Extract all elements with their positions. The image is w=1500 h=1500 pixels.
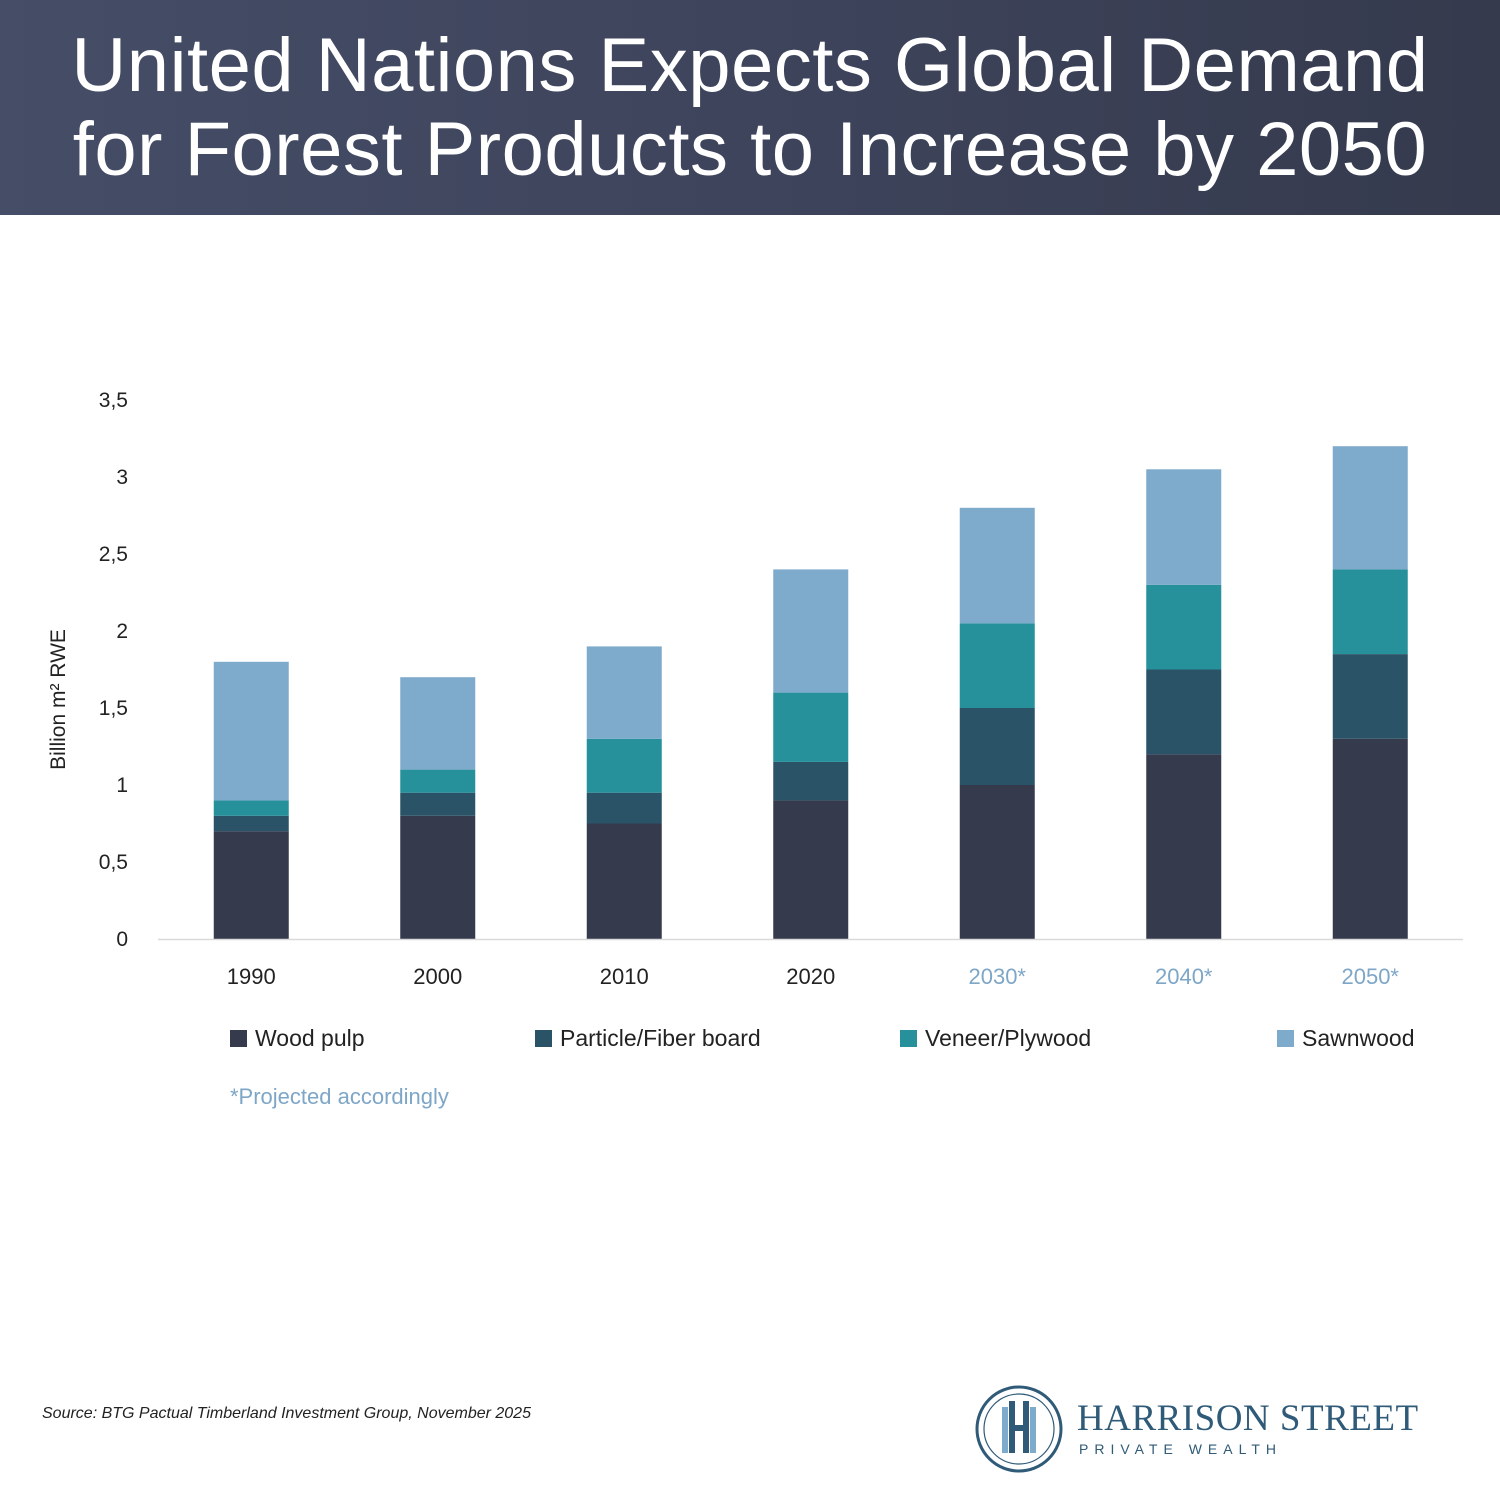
bar-segment-particle-fiber-board-2020 — [773, 761, 849, 801]
projection-note: *Projected accordingly — [230, 1084, 449, 1109]
y-tick-label: 2,5 — [99, 543, 128, 566]
bar-segment-sawnwood-2000 — [400, 677, 476, 770]
bar-segment-wood-pulp-2010 — [586, 823, 662, 939]
bar-segment-wood-pulp-2030 — [959, 785, 1035, 939]
bar-segment-sawnwood-2030 — [959, 507, 1035, 624]
bar-segment-wood-pulp-2000 — [400, 815, 476, 939]
legend-label: Particle/Fiber board — [560, 1025, 761, 1051]
logo-subtitle: PRIVATE WEALTH — [1079, 1441, 1283, 1457]
bar-segment-veneer-plywood-2000 — [400, 769, 476, 793]
bar-segment-sawnwood-2050 — [1332, 446, 1408, 570]
logo-emblem-icon — [975, 1385, 1063, 1473]
bar-segment-wood-pulp-1990 — [213, 831, 289, 939]
y-tick-label: 1 — [116, 774, 128, 797]
bar-segment-veneer-plywood-2020 — [773, 692, 849, 762]
legend-item: Veneer/Plywood — [900, 1025, 1091, 1052]
legend-item: Sawnwood — [1277, 1025, 1415, 1052]
bar-segment-wood-pulp-2020 — [773, 800, 849, 939]
bar-segment-particle-fiber-board-2010 — [586, 792, 662, 824]
y-tick-label: 0,5 — [99, 851, 128, 874]
x-tick-label: 2050* — [1341, 964, 1399, 989]
legend-label: Wood pulp — [255, 1025, 365, 1051]
x-tick-label: 2040* — [1155, 964, 1213, 989]
bar-segment-particle-fiber-board-2000 — [400, 792, 476, 816]
stacked-bar-chart: 0 0,5 1 1,5 2 2,5 3 3,5 Billion m² RWE 1990 2000 20… — [47, 389, 1463, 989]
y-tick-label: 3 — [116, 466, 128, 489]
bar-segment-particle-fiber-board-2040 — [1146, 669, 1222, 755]
header-banner: United Nations Expects Global Demand for… — [0, 0, 1500, 215]
bar-segment-veneer-plywood-1990 — [213, 800, 289, 816]
legend-swatch — [230, 1030, 247, 1047]
page-title-line-2: for Forest Products to Increase by 2050 — [72, 106, 1428, 192]
bar-segment-sawnwood-2020 — [773, 569, 849, 693]
bar-segment-particle-fiber-board-2050 — [1332, 654, 1408, 739]
bar-segment-veneer-plywood-2030 — [959, 623, 1035, 708]
legend-label: Sawnwood — [1302, 1025, 1415, 1051]
y-tick-label: 2 — [116, 620, 128, 643]
chart-legend: Wood pulp Particle/Fiber board Veneer/Plyw… — [230, 1025, 1420, 1055]
bar-segment-particle-fiber-board-2030 — [959, 708, 1035, 785]
y-tick-label: 3,5 — [99, 389, 128, 412]
bar-segment-veneer-plywood-2010 — [586, 738, 662, 793]
legend-item: Wood pulp — [230, 1025, 365, 1052]
page-title-line-1: United Nations Expects Global Demand — [71, 22, 1429, 108]
x-tick-label: 2030* — [968, 964, 1026, 989]
bar-segment-sawnwood-2010 — [586, 646, 662, 739]
legend-item: Particle/Fiber board — [535, 1025, 761, 1052]
x-tick-label: 2010 — [600, 964, 649, 989]
x-tick-label: 2000 — [413, 964, 462, 989]
legend-swatch — [1277, 1030, 1294, 1047]
bar-segment-veneer-plywood-2050 — [1332, 569, 1408, 655]
bar-segment-sawnwood-1990 — [213, 661, 289, 801]
bar-segment-particle-fiber-board-1990 — [213, 815, 289, 832]
logo-title: HARRISON STREET — [1077, 1398, 1419, 1439]
legend-swatch — [900, 1030, 917, 1047]
x-tick-label: 1990 — [227, 964, 276, 989]
legend-swatch — [535, 1030, 552, 1047]
x-tick-label: 2020 — [786, 964, 835, 989]
y-axis-label: Billion m² RWE — [47, 629, 70, 770]
harrison-street-logo: HARRISON STREET PRIVATE WEALTH — [973, 1383, 1473, 1475]
legend-label: Veneer/Plywood — [925, 1025, 1092, 1051]
bar-segment-wood-pulp-2040 — [1146, 754, 1222, 939]
source-citation: Source: BTG Pactual Timberland Investmen… — [42, 1405, 531, 1422]
bar-segment-wood-pulp-2050 — [1332, 738, 1408, 939]
y-tick-label: 1,5 — [99, 697, 128, 720]
bar-segment-sawnwood-2040 — [1146, 469, 1222, 585]
y-tick-label: 0 — [116, 928, 128, 951]
bar-segment-veneer-plywood-2040 — [1146, 584, 1222, 670]
